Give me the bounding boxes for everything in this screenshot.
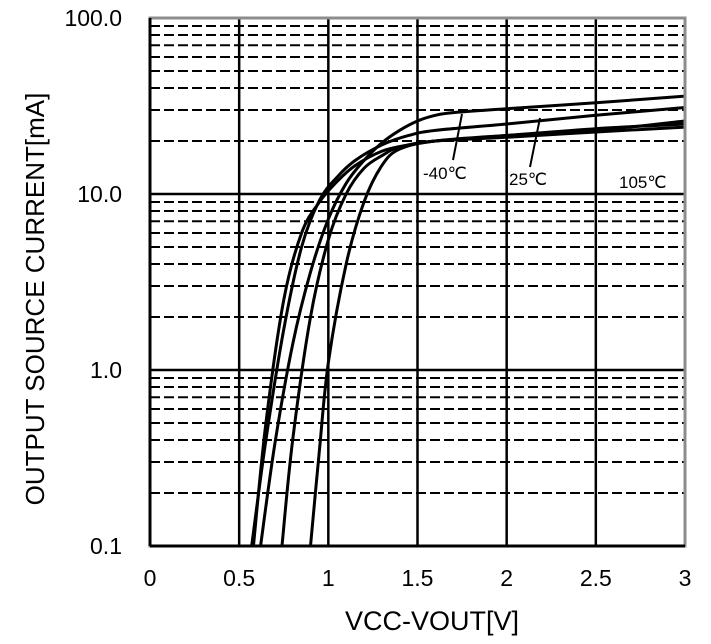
annotation-105: 105℃ [619,173,666,192]
x-axis-label: VCC-VOUT[V] [345,606,519,636]
annotation-leader [529,117,541,168]
annotation-25: 25℃ [509,170,547,189]
grid [148,16,687,548]
y-tick-label: 100.0 [64,5,122,31]
plot-frame [148,16,687,548]
x-tick-label: 1.5 [402,565,434,591]
annotations: -40℃ 25℃ 105℃ [423,164,666,192]
x-tick-label: 2.5 [580,565,612,591]
annotation-minus40: -40℃ [423,164,467,183]
series-line-1 [259,94,686,547]
y-tick-label: 0.1 [90,533,122,559]
y-tick-label: 1.0 [90,357,122,383]
x-tick-labels: 0 0.5 1 1.5 2 2.5 3 [144,565,692,591]
x-tick-label: 1 [322,565,335,591]
series-line-2 [250,106,686,547]
x-tick-label: 3 [679,565,692,591]
annotation-leader [452,113,463,161]
series-line-4 [280,125,686,547]
annotation-leaders [452,113,541,168]
y-tick-label: 10.0 [77,181,122,207]
x-tick-label: 2 [500,565,513,591]
series-line-5 [309,119,686,547]
x-tick-label: 0 [144,565,157,591]
y-tick-labels: 0.1 1.0 10.0 100.0 [64,5,122,559]
y-axis-label: OUTPUT SOURCE CURRENT[mA] [20,93,50,506]
series-group [250,94,686,547]
x-tick-label: 0.5 [223,565,255,591]
